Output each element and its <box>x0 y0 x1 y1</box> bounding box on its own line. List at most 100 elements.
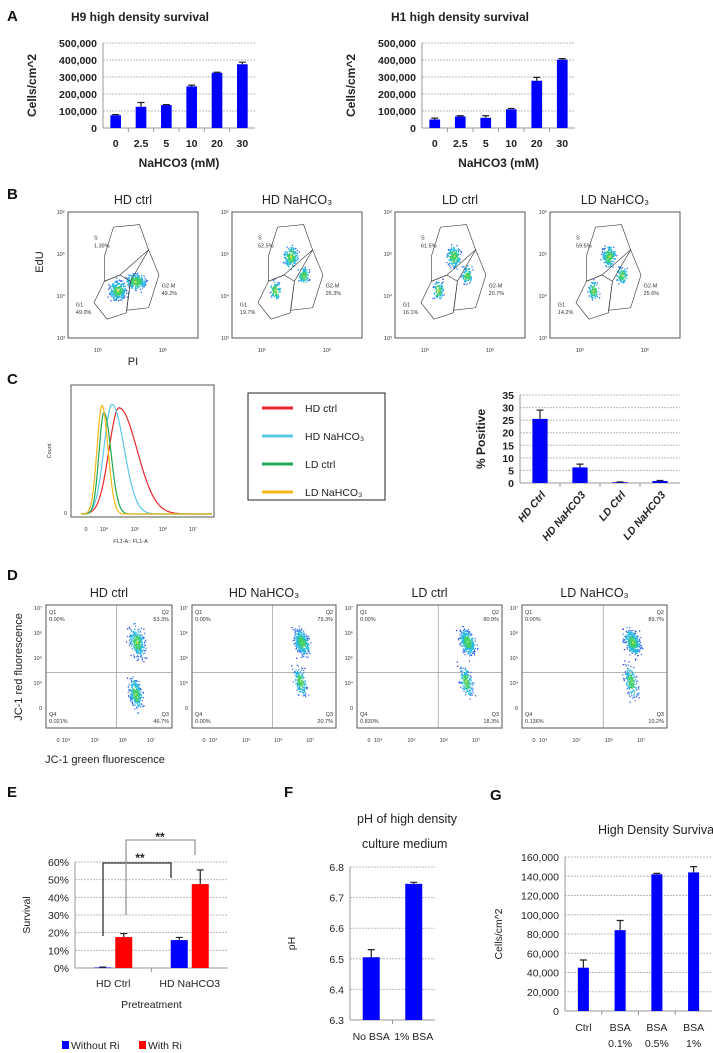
event-dot <box>293 259 295 261</box>
plot-title: HD NaHCO₃ <box>229 586 299 600</box>
event-dot <box>140 627 143 629</box>
event-dot <box>138 695 140 697</box>
event-dot <box>630 682 632 684</box>
y-tick-label: 10⁶ <box>345 630 353 637</box>
event-dot <box>453 248 456 250</box>
event-dot <box>463 631 466 633</box>
event-dot <box>621 271 624 274</box>
event-dot <box>302 688 304 690</box>
event-dot <box>136 706 138 708</box>
event-dot <box>297 630 300 633</box>
event-dot <box>456 261 458 264</box>
event-dot <box>124 287 127 290</box>
event-dot <box>622 633 624 635</box>
event-dot <box>113 294 115 296</box>
event-dot <box>146 280 149 282</box>
event-dot <box>624 268 626 270</box>
event-dot <box>463 682 465 684</box>
event-dot <box>592 297 594 299</box>
event-dot <box>469 652 471 655</box>
event-dot <box>138 692 141 694</box>
event-dot <box>296 633 298 635</box>
event-dot <box>137 276 139 278</box>
event-dot <box>622 677 625 680</box>
event-dot <box>120 280 123 282</box>
event-dot <box>634 639 637 642</box>
event-dot <box>468 679 470 681</box>
event-dot <box>288 260 290 263</box>
event-dot <box>446 261 448 264</box>
event-dot <box>630 686 633 688</box>
y-tick-label: 300,000 <box>378 72 416 84</box>
event-dot <box>626 671 628 673</box>
event-dot <box>629 629 631 632</box>
event-dot <box>130 634 132 636</box>
event-dot <box>123 290 125 292</box>
y-tick-label: 10⁷ <box>510 605 518 612</box>
event-dot <box>630 677 633 679</box>
event-dot <box>460 276 462 278</box>
event-dot <box>436 282 439 284</box>
bar-chart-e: 0%10%20%30%40%50%60%HD Ctrl HD NaHCO3Surv… <box>21 830 228 1052</box>
event-dot <box>295 683 297 685</box>
gate-label: G2-M <box>162 284 176 290</box>
event-dot <box>138 277 140 279</box>
event-dot <box>119 293 121 295</box>
event-dot <box>632 629 634 632</box>
event-dot <box>466 648 468 650</box>
event-dot <box>436 285 439 287</box>
event-dot <box>302 274 305 277</box>
event-dot <box>137 687 140 689</box>
y-tick-label: 0 <box>508 478 514 490</box>
event-dot <box>130 680 133 682</box>
event-dot <box>289 254 291 257</box>
event-dot <box>131 684 133 686</box>
event-dot <box>619 278 622 281</box>
event-dot <box>469 649 471 651</box>
event-dot <box>115 281 117 283</box>
event-dot <box>283 254 286 257</box>
y-tick-label: 10⁶ <box>34 630 42 637</box>
event-dot <box>464 686 467 688</box>
event-dot <box>306 642 308 644</box>
event-dot <box>465 648 467 650</box>
event-dot <box>446 256 449 258</box>
event-dot <box>303 273 306 275</box>
event-dot <box>117 290 120 292</box>
event-dot <box>135 646 137 648</box>
event-dot <box>283 253 285 255</box>
y-tick-label: 140,000 <box>521 871 559 883</box>
event-dot <box>464 274 466 277</box>
event-dot <box>275 294 277 297</box>
event-dot <box>465 276 468 279</box>
event-dot <box>112 287 115 290</box>
event-dot <box>607 260 609 262</box>
event-dot <box>300 669 303 671</box>
event-dot <box>462 650 464 652</box>
event-dot <box>138 283 141 285</box>
event-dot <box>306 642 309 644</box>
event-dot <box>110 290 113 292</box>
event-dot <box>288 263 290 265</box>
event-dot <box>308 650 310 652</box>
bar <box>237 64 248 128</box>
event-dot <box>632 689 634 691</box>
x-axis-label: JC-1 green fluorescence <box>45 754 165 766</box>
event-dot <box>122 292 124 294</box>
event-dot <box>632 632 634 634</box>
event-dot <box>618 272 620 275</box>
event-dot <box>626 688 628 690</box>
event-dot <box>113 291 115 293</box>
event-dot <box>303 650 305 652</box>
event-dot <box>465 645 468 647</box>
event-dot <box>289 263 291 265</box>
event-dot <box>473 649 476 651</box>
event-dot <box>135 696 137 698</box>
event-dot <box>121 295 123 297</box>
event-dot <box>433 293 436 295</box>
quadrant-name: Q4 <box>525 712 532 718</box>
event-dot <box>301 279 303 281</box>
event-dot <box>277 288 279 290</box>
event-dot <box>123 285 125 287</box>
